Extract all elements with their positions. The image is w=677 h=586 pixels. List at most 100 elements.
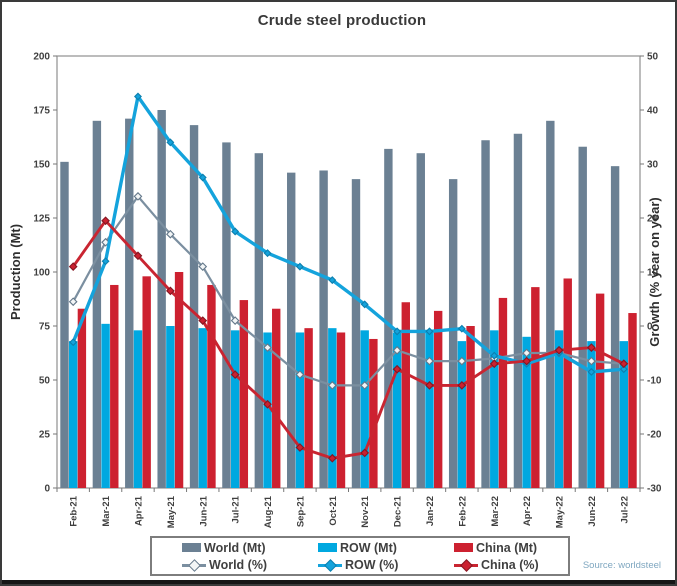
marker-china- bbox=[457, 381, 467, 390]
right-axis-title: Growth (% year on year) bbox=[647, 197, 662, 347]
bar-world-mt- bbox=[578, 146, 587, 488]
line-china- bbox=[71, 219, 626, 460]
bar-world-mt- bbox=[189, 125, 199, 489]
bar-china-mt- bbox=[272, 308, 281, 488]
x-axis-label: Apr-21 bbox=[133, 495, 144, 526]
bar-row-mt- bbox=[490, 330, 499, 488]
marker-row- bbox=[328, 276, 337, 285]
right-axis-tick-label: 20 bbox=[647, 214, 659, 225]
legend-item-label: China (Mt) bbox=[476, 540, 538, 555]
bar-row-mt- bbox=[133, 330, 143, 488]
marker-row- bbox=[295, 262, 304, 271]
marker-world- bbox=[327, 381, 337, 390]
bar-row-mt- bbox=[522, 336, 531, 488]
bar-china-mt- bbox=[207, 284, 216, 488]
marker-world- bbox=[68, 297, 78, 307]
bar-world-mt- bbox=[384, 148, 393, 488]
line-row- bbox=[71, 94, 626, 374]
marker-row- bbox=[619, 365, 628, 374]
bar-row-mt- bbox=[295, 332, 305, 488]
marker-world- bbox=[425, 356, 434, 366]
legend-line-swatch bbox=[318, 559, 342, 572]
x-axis-label: Nov-21 bbox=[360, 495, 371, 527]
right-axis-tick-label: 0 bbox=[647, 322, 653, 333]
bar-row-mt- bbox=[392, 332, 402, 488]
bar-world-mt- bbox=[157, 110, 166, 488]
x-axis-label: Feb-22 bbox=[457, 496, 468, 527]
left-axis-tick-label: 175 bbox=[33, 106, 50, 117]
marker-china- bbox=[587, 343, 596, 352]
bar-row-mt- bbox=[425, 332, 434, 488]
x-axis-label: Aug-21 bbox=[263, 495, 274, 528]
marker-world- bbox=[392, 345, 402, 355]
marker-china- bbox=[198, 316, 208, 325]
marker-world- bbox=[230, 316, 240, 325]
legend-bar-swatch bbox=[454, 543, 473, 552]
bottom-border-strip bbox=[2, 580, 675, 584]
x-axis-label: May-21 bbox=[166, 495, 177, 528]
right-axis-tick-label: 40 bbox=[647, 106, 659, 117]
marker-china- bbox=[165, 286, 175, 296]
bar-world-mt- bbox=[351, 179, 361, 488]
marker-china- bbox=[230, 370, 240, 379]
legend-item-label: China (%) bbox=[481, 557, 539, 572]
marker-row- bbox=[263, 249, 272, 258]
legend-line-swatch bbox=[182, 559, 206, 572]
bar-china-mt- bbox=[498, 297, 508, 488]
x-axis-label: Mar-22 bbox=[490, 496, 501, 527]
marker-world- bbox=[198, 262, 208, 271]
marker-china- bbox=[554, 345, 564, 355]
marker-china- bbox=[619, 359, 629, 369]
legend-diamond-marker bbox=[188, 559, 201, 572]
left-axis-tick-label: 25 bbox=[39, 430, 51, 441]
bar-china-mt- bbox=[336, 332, 346, 488]
bar-row-mt- bbox=[101, 323, 110, 488]
marker-china- bbox=[327, 453, 337, 463]
legend-item-label: World (Mt) bbox=[204, 540, 266, 555]
bar-china-mt- bbox=[433, 310, 443, 488]
marker-world- bbox=[165, 229, 175, 239]
chart-title: Crude steel production bbox=[257, 12, 427, 29]
left-axis-tick-label: 50 bbox=[39, 376, 51, 387]
legend-item-world-: World (%) bbox=[156, 558, 292, 572]
legend-item-china-mt-: China (Mt) bbox=[428, 541, 564, 555]
left-axis-tick-label: 0 bbox=[44, 484, 50, 495]
x-axis-label: Jun-21 bbox=[198, 495, 209, 526]
bar-row-mt- bbox=[457, 341, 467, 488]
bar-row-mt- bbox=[619, 341, 629, 488]
marker-world- bbox=[360, 381, 370, 390]
x-axis-label: Apr-22 bbox=[522, 496, 533, 526]
bar-china-mt- bbox=[304, 328, 313, 488]
marker-china- bbox=[68, 262, 78, 271]
bar-china-mt- bbox=[466, 326, 475, 488]
legend-item-world-mt-: World (Mt) bbox=[156, 541, 292, 555]
left-axis-tick-label: 100 bbox=[33, 268, 50, 279]
left-axis-title: Production (Mt) bbox=[8, 224, 23, 320]
left-axis-tick-label: 150 bbox=[33, 160, 50, 171]
left-axis-tick-label: 75 bbox=[39, 322, 51, 333]
marker-china- bbox=[295, 443, 305, 452]
marker-world- bbox=[457, 356, 467, 366]
bar-world-mt- bbox=[287, 172, 296, 488]
x-axis-label: May-22 bbox=[555, 496, 566, 528]
legend-item-row-mt-: ROW (Mt) bbox=[292, 541, 428, 555]
right-axis-tick-label: 30 bbox=[647, 160, 659, 171]
bar-china-mt- bbox=[110, 284, 119, 488]
chart-legend: World (Mt) ROW (Mt) China (Mt) World (%) ROW… bbox=[150, 536, 570, 576]
legend-item-row-: ROW (%) bbox=[292, 558, 428, 572]
bar-world-mt- bbox=[125, 118, 134, 488]
bar-row-mt- bbox=[360, 330, 369, 488]
bar-china-mt- bbox=[239, 300, 249, 488]
marker-world- bbox=[263, 343, 272, 352]
marker-china- bbox=[489, 359, 499, 369]
bar-world-mt- bbox=[92, 120, 102, 489]
right-axis-tick-label: 10 bbox=[647, 268, 659, 279]
legend-diamond-marker bbox=[324, 559, 337, 572]
bar-world-mt- bbox=[319, 170, 328, 489]
legend-bar-swatch bbox=[318, 543, 337, 552]
marker-china- bbox=[425, 381, 434, 390]
bar-world-mt- bbox=[416, 153, 425, 488]
legend-item-label: ROW (Mt) bbox=[340, 540, 397, 555]
